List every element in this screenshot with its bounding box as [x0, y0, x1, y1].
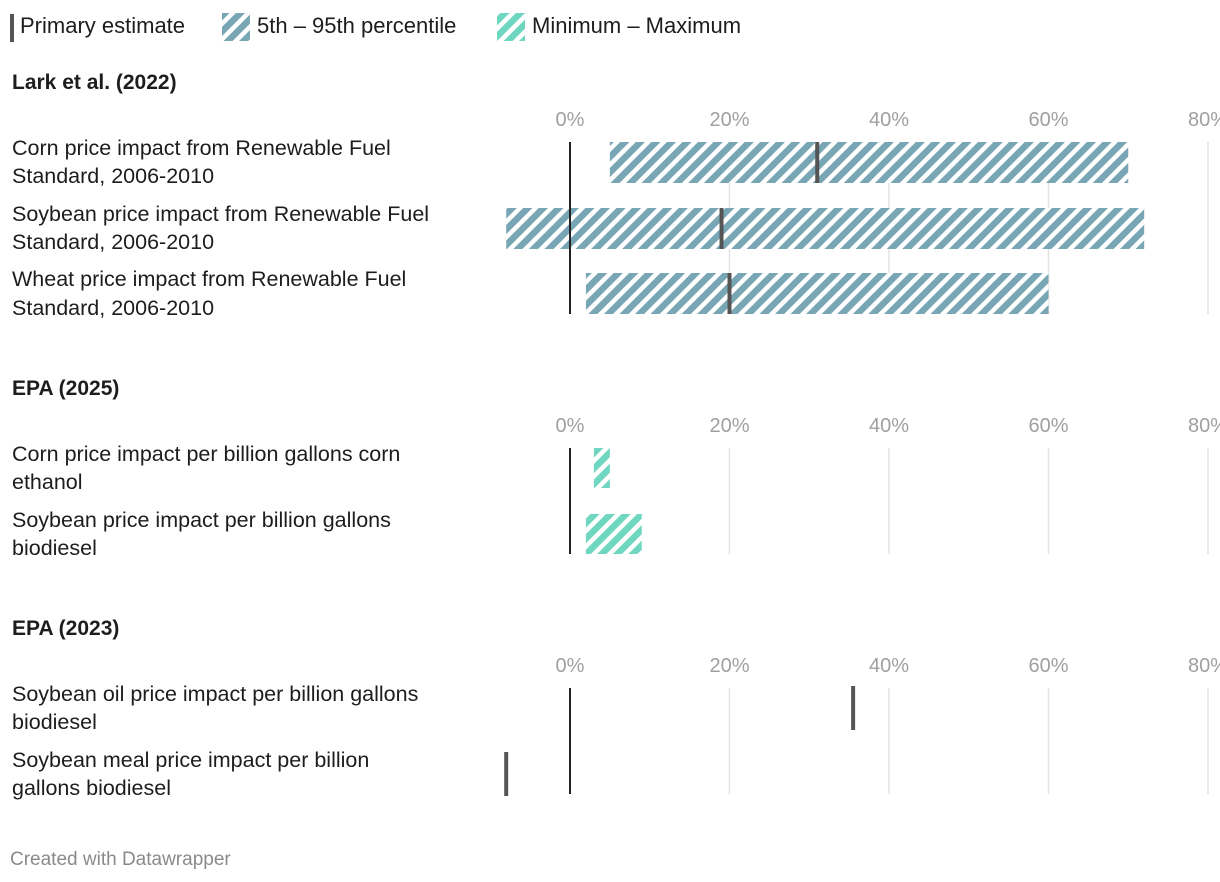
- legend-pct-label: 5th – 95th percentile: [257, 13, 456, 38]
- x-tick-label: 40%: [869, 109, 909, 131]
- row-label-line: gallons biodiesel: [12, 776, 171, 800]
- x-tick-label: 60%: [1028, 415, 1068, 437]
- row-label-line: Soybean meal price impact per billion: [12, 748, 369, 772]
- legend-minmax-label: Minimum – Maximum: [532, 13, 741, 38]
- percentile-range-bar: [609, 142, 1129, 183]
- legend: Primary estimate 5th – 95th percentile M…: [10, 13, 741, 42]
- row-label-soybean-meal: Soybean meal price impact per billion ga…: [12, 748, 375, 800]
- legend-minmax-swatch: [497, 13, 525, 41]
- primary-estimate-mark: [727, 273, 732, 314]
- section-title-epa-2025: EPA (2025): [12, 377, 119, 400]
- legend-pct-swatch: [222, 13, 250, 41]
- x-tick-label: 40%: [869, 655, 909, 677]
- x-tick-label: 20%: [709, 655, 749, 677]
- row-label-wheat-rfs: Wheat price impact from Renewable Fuel S…: [12, 267, 412, 320]
- percentile-range-bar: [585, 273, 1049, 314]
- primary-estimate-mark: [815, 142, 820, 183]
- row-label-line: Soybean price impact per billion gallons: [12, 508, 391, 532]
- percentile-range-bar: [506, 208, 1145, 249]
- row-label-line: biodiesel: [12, 536, 97, 560]
- min-max-range-bar: [593, 448, 610, 488]
- row-label-line: biodiesel: [12, 710, 97, 734]
- row-label-line: ethanol: [12, 470, 83, 494]
- x-tick-label: 60%: [1028, 109, 1068, 131]
- primary-estimate-mark: [504, 752, 509, 796]
- plot-lark-2022: 0% 20% 40% 60% 80%: [506, 109, 1220, 314]
- row-label-line: Wheat price impact from Renewable Fuel: [12, 267, 406, 291]
- row-label-line: Standard, 2006-2010: [12, 230, 214, 254]
- x-tick-label: 0%: [556, 655, 585, 677]
- x-tick-label: 80%: [1188, 655, 1220, 677]
- row-label-line: Soybean price impact from Renewable Fuel: [12, 202, 429, 226]
- row-label-soybean-biodiesel: Soybean price impact per billion gallons…: [12, 508, 397, 560]
- legend-primary-swatch: [10, 14, 14, 42]
- x-tick-label: 0%: [556, 415, 585, 437]
- row-label-line: Standard, 2006-2010: [12, 296, 214, 320]
- x-tick-label: 40%: [869, 415, 909, 437]
- x-tick-label: 20%: [709, 415, 749, 437]
- primary-estimate-mark: [851, 686, 856, 730]
- x-tick-label: 60%: [1028, 655, 1068, 677]
- x-tick-label: 0%: [556, 109, 585, 131]
- row-label-corn-ethanol: Corn price impact per billion gallons co…: [12, 442, 406, 494]
- row-label-corn-rfs: Corn price impact from Renewable Fuel St…: [12, 136, 397, 188]
- x-tick-label: 20%: [709, 109, 749, 131]
- x-tick-label: 80%: [1188, 109, 1220, 131]
- plot-epa-2025: 0% 20% 40% 60% 80%: [556, 415, 1220, 554]
- legend-primary-label: Primary estimate: [20, 13, 185, 38]
- min-max-range-bar: [585, 514, 642, 554]
- row-label-line: Corn price impact from Renewable Fuel: [12, 136, 391, 160]
- row-label-line: Standard, 2006-2010: [12, 164, 214, 188]
- x-tick-label: 80%: [1188, 415, 1220, 437]
- section-title-epa-2023: EPA (2023): [12, 617, 119, 640]
- row-label-line: Corn price impact per billion gallons co…: [12, 442, 400, 466]
- footer-credit: Created with Datawrapper: [10, 849, 231, 870]
- row-label-soybean-oil: Soybean oil price impact per billion gal…: [12, 682, 424, 734]
- row-label-soybean-rfs: Soybean price impact from Renewable Fuel…: [12, 202, 435, 254]
- plot-epa-2023: 0% 20% 40% 60% 80%: [504, 655, 1220, 796]
- section-title-lark: Lark et al. (2022): [12, 71, 177, 94]
- primary-estimate-mark: [719, 208, 724, 249]
- row-label-line: Soybean oil price impact per billion gal…: [12, 682, 418, 706]
